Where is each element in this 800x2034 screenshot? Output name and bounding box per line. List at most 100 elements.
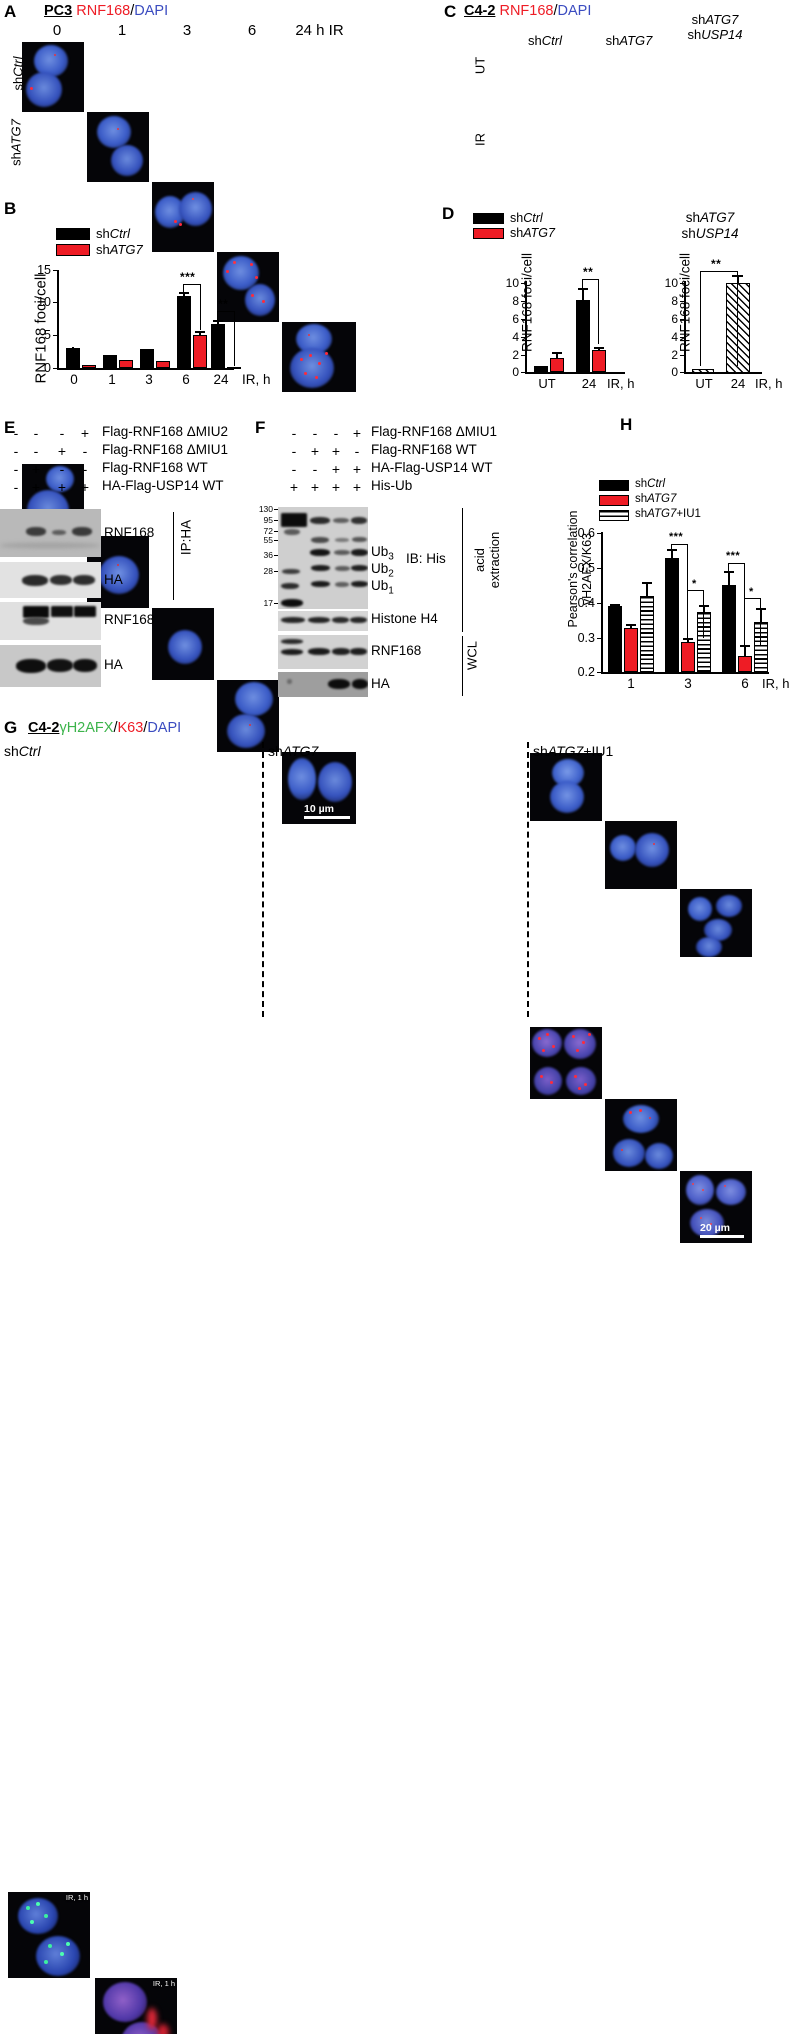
panel-g-tile-r0c0: IR, 1 h	[8, 1892, 90, 1978]
panel-f-pm-r2c2: +	[331, 461, 341, 477]
panel-c-col-header-0: shCtrl	[528, 33, 562, 48]
panel-f-mw-17: 17	[263, 598, 273, 608]
panel-f-pm-r2c1: -	[312, 461, 318, 477]
panel-c-tile-r1c2: 20 µm	[680, 1171, 752, 1243]
panel-f-row-label-1: Flag-RNF168 WT	[371, 442, 477, 457]
panel-e-pm-r2c2: -	[59, 461, 65, 477]
panel-d-right-xticklabel-ut: UT	[695, 376, 713, 391]
panel-h-yticklabel-05: 0.5	[577, 561, 595, 575]
panel-a-tile-r0c2	[152, 182, 214, 252]
panel-b-xticklabel-3: 6	[182, 372, 190, 387]
panel-a-col-header-1: 1	[117, 22, 127, 39]
panel-d-right-yaxis	[684, 281, 686, 373]
panel-h-legend-label-shatg7: shATG7	[635, 493, 677, 505]
panel-e-pm-r2c3: -	[82, 461, 88, 477]
panel-d-left-ytick-2	[521, 355, 525, 357]
panel-f-blot-label-ha: HA	[371, 676, 390, 691]
panel-f-mwtick-95	[274, 520, 280, 522]
panel-b-bar-1-shctrl	[103, 355, 117, 368]
panel-d-right-xaxis	[684, 372, 762, 374]
panel-f-wcl-bracket-label: WCL	[464, 641, 480, 670]
panel-b-errcap-3-shatg7	[195, 331, 205, 333]
panel-e-blot-ha-wcl	[0, 645, 101, 687]
panel-b-yaxis	[57, 270, 59, 370]
panel-h-err-1-shatg7-iu1	[646, 582, 648, 597]
panel-b-letter: B	[4, 199, 17, 218]
panel-c-stain-blue: DAPI	[557, 3, 592, 19]
panel-b-xticklabel-4: 24	[213, 372, 229, 387]
panel-g-header: C4-2γH2AFX/K63/DAPI	[28, 720, 181, 736]
panel-d-left-yticklabel-0: 0	[512, 365, 519, 379]
panel-h-ytick-03	[597, 638, 601, 640]
panel-h-sig-bracket-3b	[687, 590, 704, 638]
panel-f-pm-r2c0: -	[291, 461, 297, 477]
panel-h-err-1-shatg7	[630, 624, 632, 629]
panel-e-ip-bracket-label: IP:HA	[178, 519, 194, 556]
panel-a-tile-r0c0	[22, 42, 84, 112]
panel-e-pm-r3c0: -	[13, 479, 19, 495]
panel-d-right-yticklabel-2: 2	[671, 348, 678, 362]
panel-h-sig-bracket-6b	[744, 598, 761, 646]
panel-f-blot-histone-h4	[278, 611, 368, 631]
panel-d-left-yticklabel-2: 2	[512, 348, 519, 362]
panel-h-ytick-04	[597, 603, 601, 605]
panel-f-mw-55: 55	[263, 535, 273, 545]
panel-b-bar-3-shctrl	[177, 296, 191, 368]
panel-b-err-3-shatg7	[199, 331, 201, 336]
panel-e-pm-r0c2: -	[59, 425, 65, 441]
panel-f-ub1-label: Ub1	[371, 578, 394, 597]
panel-b-sig-label-24: **	[218, 297, 229, 311]
panel-f-mwtick-72	[274, 531, 280, 533]
panel-e-blot-label-3: HA	[104, 657, 123, 672]
panel-h-xticklabel-6: 6	[741, 676, 749, 691]
panel-h-yaxis	[601, 532, 603, 674]
panel-d-right-sig-label: **	[711, 257, 722, 271]
panel-h-xticklabel-1: 1	[627, 676, 635, 691]
panel-d-right-yticklabel-0: 0	[671, 365, 678, 379]
panel-f-mw-28: 28	[263, 566, 273, 576]
panel-d-right-yticklabel-6: 6	[671, 312, 678, 326]
panel-e-pm-r2c1: +	[31, 461, 41, 477]
panel-d-left-ytick-0	[521, 372, 525, 374]
panel-e-pm-r3c1: +	[31, 479, 41, 495]
panel-b-bar-2-shctrl	[140, 349, 154, 368]
panel-f-pm-r0c0: -	[291, 425, 297, 441]
panel-a-tile-r0c3	[217, 252, 279, 322]
panel-a-col-header-0: 0	[52, 22, 62, 39]
panel-c-row-label-ut: UT	[472, 56, 488, 75]
panel-a-stain-red: RNF168	[76, 3, 131, 19]
panel-d-left-ytick-4	[521, 337, 525, 339]
panel-a-col-header-4: 24 h IR	[295, 22, 344, 39]
panel-h-errcap-6-shatg7-iu1	[756, 608, 766, 610]
panel-f-ub3-label: Ub3	[371, 544, 394, 563]
panel-d-right-xticklabel-24: 24	[730, 376, 746, 391]
panel-g-divider-1	[262, 742, 264, 1017]
panel-d-left-ytick-8	[521, 301, 525, 303]
panel-h-err-3-shatg7	[687, 638, 689, 643]
panel-a-col-header-2: 3	[182, 22, 192, 39]
panel-h-yticklabel-02: 0.2	[577, 665, 595, 679]
panel-d-left-bar-ut-shatg7	[550, 358, 564, 372]
panel-h-yticklabel-06: 0.6	[577, 526, 595, 540]
panel-d-right-bar-ut	[692, 369, 714, 373]
panel-d-left-yaxis	[525, 281, 527, 373]
panel-h-xticklabel-3: 3	[684, 676, 692, 691]
panel-d-left-xaxis-title: IR, h	[607, 376, 635, 391]
panel-f-blot-ha	[278, 672, 368, 697]
panel-d-right-chart-title: shATG7 shUSP14	[681, 210, 739, 241]
panel-b-yticklabel-0: 0	[44, 361, 51, 375]
panel-e-row-label-2: Flag-RNF168 WT	[102, 460, 208, 475]
panel-f-row-label-3: His-Ub	[371, 478, 413, 493]
panel-h-err-6-shatg7	[744, 645, 746, 657]
panel-d-right-xaxis-title: IR, h	[755, 376, 783, 391]
panel-f-mwtick-17	[274, 603, 280, 605]
panel-h-yticklabel-03: 0.3	[577, 631, 595, 645]
panel-d-right-ytick-6	[680, 319, 684, 321]
panel-d-right-ytick-10	[680, 283, 684, 285]
panel-h-legend-label-shatg7-iu1: shATG7+IU1	[635, 508, 701, 520]
panel-b-ytick-0	[53, 368, 57, 370]
panel-f-mwtick-55	[274, 540, 280, 542]
panel-d-left-xticklabel-24: 24	[581, 376, 597, 391]
panel-c-tile-r1c0	[530, 1027, 602, 1099]
panel-h-sig-label-6a: ***	[726, 550, 741, 562]
